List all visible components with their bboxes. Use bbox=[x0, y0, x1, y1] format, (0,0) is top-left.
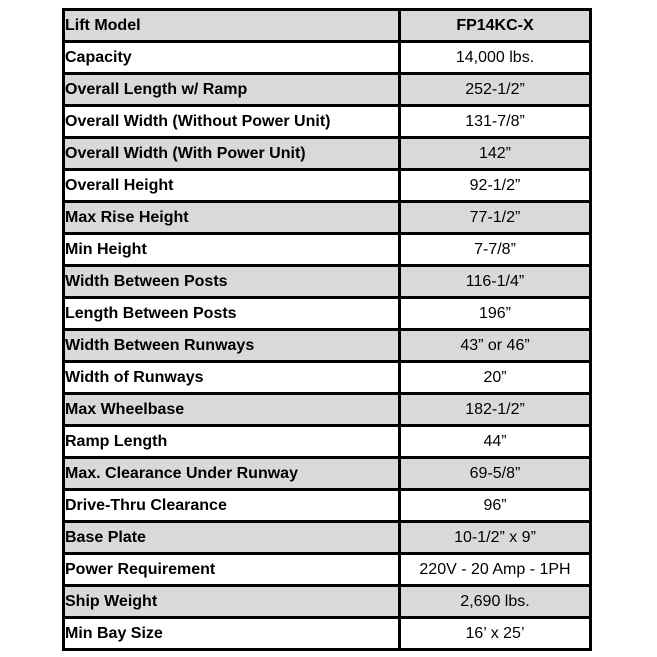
spec-label: Width Between Posts bbox=[62, 264, 401, 299]
spec-value: 7-7/8” bbox=[398, 232, 592, 267]
spec-label: Base Plate bbox=[62, 520, 401, 555]
spec-value: FP14KC-X bbox=[398, 8, 592, 43]
spec-sheet: Lift Model FP14KC-X Capacity 14,000 lbs.… bbox=[62, 8, 592, 651]
table-row: Width Between Posts 116-1/4” bbox=[62, 264, 592, 299]
spec-label: Overall Width (With Power Unit) bbox=[62, 136, 401, 171]
table-row: Overall Width (With Power Unit) 142” bbox=[62, 136, 592, 171]
spec-value: 182-1/2” bbox=[398, 392, 592, 427]
spec-label: Overall Width (Without Power Unit) bbox=[62, 104, 401, 139]
spec-value: 92-1/2” bbox=[398, 168, 592, 203]
spec-value: 44” bbox=[398, 424, 592, 459]
table-row: Power Requirement 220V - 20 Amp - 1PH bbox=[62, 552, 592, 587]
spec-value: 116-1/4” bbox=[398, 264, 592, 299]
spec-value: 77-1/2” bbox=[398, 200, 592, 235]
table-row: Overall Height 92-1/2” bbox=[62, 168, 592, 203]
lift-spec-table: Lift Model FP14KC-X Capacity 14,000 lbs.… bbox=[62, 8, 592, 651]
spec-label: Width of Runways bbox=[62, 360, 401, 395]
spec-label: Min Height bbox=[62, 232, 401, 267]
spec-value: 16’ x 25’ bbox=[398, 616, 592, 651]
table-row: Max. Clearance Under Runway 69-5/8” bbox=[62, 456, 592, 491]
table-row: Overall Width (Without Power Unit) 131-7… bbox=[62, 104, 592, 139]
spec-label: Overall Length w/ Ramp bbox=[62, 72, 401, 107]
spec-label: Max Wheelbase bbox=[62, 392, 401, 427]
spec-label: Drive-Thru Clearance bbox=[62, 488, 401, 523]
spec-value: 69-5/8” bbox=[398, 456, 592, 491]
table-row: Ship Weight 2,690 lbs. bbox=[62, 584, 592, 619]
spec-value: 20” bbox=[398, 360, 592, 395]
table-row: Width Between Runways 43” or 46” bbox=[62, 328, 592, 363]
table-row: Width of Runways 20” bbox=[62, 360, 592, 395]
spec-label: Ship Weight bbox=[62, 584, 401, 619]
spec-value: 220V - 20 Amp - 1PH bbox=[398, 552, 592, 587]
spec-label: Lift Model bbox=[62, 8, 401, 43]
table-row: Max Wheelbase 182-1/2” bbox=[62, 392, 592, 427]
table-row: Min Height 7-7/8” bbox=[62, 232, 592, 267]
table-row: Lift Model FP14KC-X bbox=[62, 8, 592, 43]
spec-label: Capacity bbox=[62, 40, 401, 75]
spec-value: 131-7/8” bbox=[398, 104, 592, 139]
spec-value: 196” bbox=[398, 296, 592, 331]
spec-label: Overall Height bbox=[62, 168, 401, 203]
spec-label: Max. Clearance Under Runway bbox=[62, 456, 401, 491]
table-row: Overall Length w/ Ramp 252-1/2” bbox=[62, 72, 592, 107]
spec-value: 96” bbox=[398, 488, 592, 523]
table-row: Drive-Thru Clearance 96” bbox=[62, 488, 592, 523]
table-row: Max Rise Height 77-1/2” bbox=[62, 200, 592, 235]
table-row: Base Plate 10-1/2” x 9” bbox=[62, 520, 592, 555]
table-row: Ramp Length 44” bbox=[62, 424, 592, 459]
spec-label: Max Rise Height bbox=[62, 200, 401, 235]
spec-value: 2,690 lbs. bbox=[398, 584, 592, 619]
spec-value: 252-1/2” bbox=[398, 72, 592, 107]
spec-value: 14,000 lbs. bbox=[398, 40, 592, 75]
table-row: Min Bay Size 16’ x 25’ bbox=[62, 616, 592, 651]
spec-label: Width Between Runways bbox=[62, 328, 401, 363]
table-row: Length Between Posts 196” bbox=[62, 296, 592, 331]
spec-label: Length Between Posts bbox=[62, 296, 401, 331]
spec-value: 10-1/2” x 9” bbox=[398, 520, 592, 555]
spec-label: Power Requirement bbox=[62, 552, 401, 587]
spec-value: 43” or 46” bbox=[398, 328, 592, 363]
spec-label: Ramp Length bbox=[62, 424, 401, 459]
spec-value: 142” bbox=[398, 136, 592, 171]
table-row: Capacity 14,000 lbs. bbox=[62, 40, 592, 75]
spec-label: Min Bay Size bbox=[62, 616, 401, 651]
